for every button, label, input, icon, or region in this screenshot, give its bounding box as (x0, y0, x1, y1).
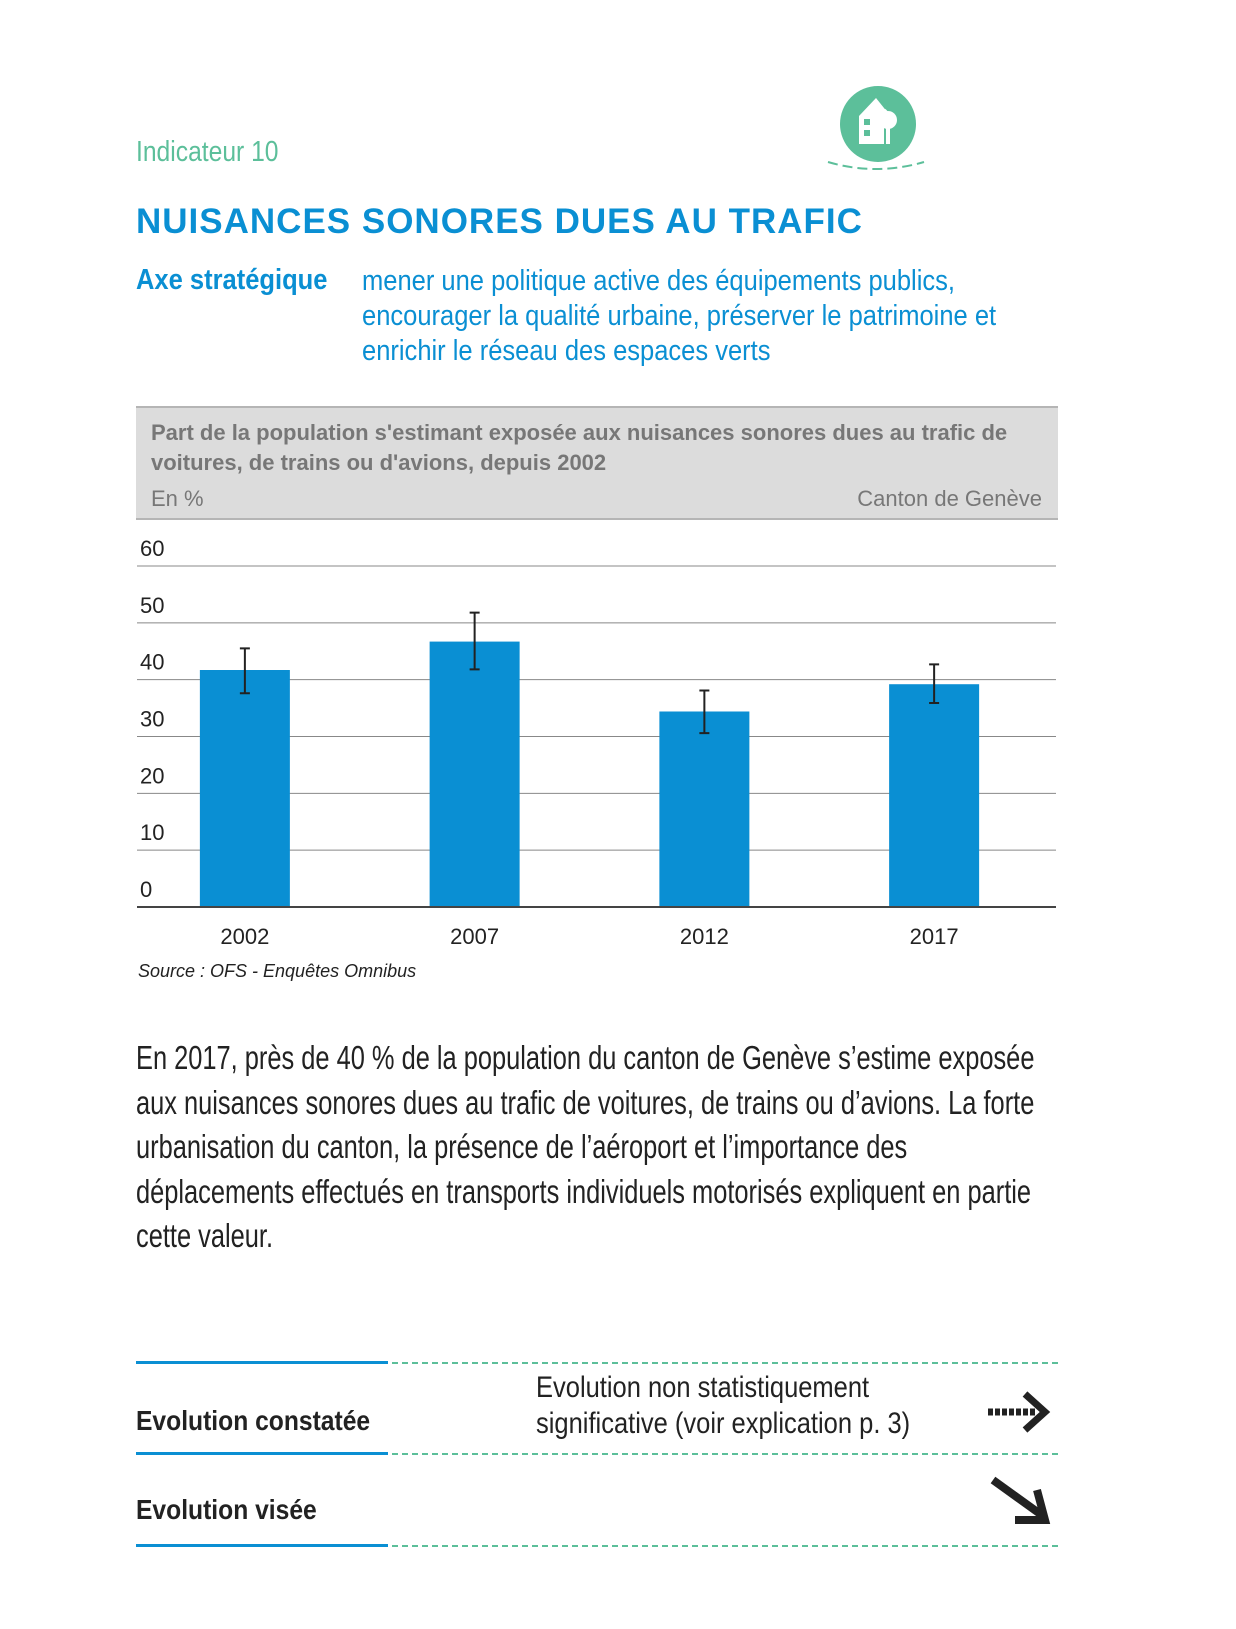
y-tick-label: 0 (140, 877, 152, 902)
axe-text: mener une politique active des équipemen… (362, 265, 997, 367)
divider (136, 1544, 388, 1547)
chart-header: Part de la population s'estimant exposée… (136, 406, 1058, 520)
error-bar (239, 647, 250, 695)
error-bar (929, 663, 940, 704)
bar-chart: 0 10 20 30 40 50 60 2002 2007 2012 2017 (137, 536, 1056, 949)
y-tick-label: 40 (140, 650, 164, 675)
body-text: En 2017, près de 40 % de la population d… (136, 1039, 1035, 1254)
evolution-observed-text: Evolution non statistiquement significat… (536, 1371, 911, 1440)
page-title: NUISANCES SONORES DUES AU TRAFIC (136, 202, 863, 241)
x-tick-label: 2012 (680, 924, 729, 949)
divider (392, 1362, 1058, 1364)
divider (392, 1453, 1058, 1455)
divider (136, 1452, 388, 1455)
error-bar (699, 689, 710, 735)
arrow-down-right-icon (990, 1476, 1051, 1524)
axe-label: Axe stratégique (136, 264, 328, 296)
evolution-target-label: Evolution visée (136, 1494, 317, 1525)
chart-source: Source : OFS - Enquêtes Omnibus (138, 961, 417, 981)
x-tick-label: 2017 (910, 924, 959, 949)
divider (136, 1361, 388, 1364)
bar (659, 711, 750, 907)
y-tick-label: 10 (140, 820, 164, 845)
y-tick-label: 20 (140, 763, 164, 788)
bar (429, 641, 520, 907)
divider (392, 1545, 1058, 1547)
bar (889, 684, 980, 907)
y-tick-label: 50 (140, 593, 164, 618)
chart-region: Canton de Genève (857, 486, 1042, 511)
y-tick-label: 30 (140, 707, 164, 732)
error-bar (469, 611, 480, 671)
y-tick-label: 60 (140, 536, 164, 561)
chart-title: Part de la population s'estimant exposée… (151, 420, 1008, 475)
bar (199, 670, 290, 907)
dotted-arrow-right-icon (988, 1391, 1051, 1433)
house-tree-icon (827, 86, 925, 170)
x-tick-label: 2007 (450, 924, 499, 949)
chart-unit: En % (151, 486, 204, 511)
indicator-label: Indicateur 10 (136, 136, 279, 168)
evolution-observed-label: Evolution constatée (136, 1405, 371, 1436)
x-tick-label: 2002 (220, 924, 269, 949)
